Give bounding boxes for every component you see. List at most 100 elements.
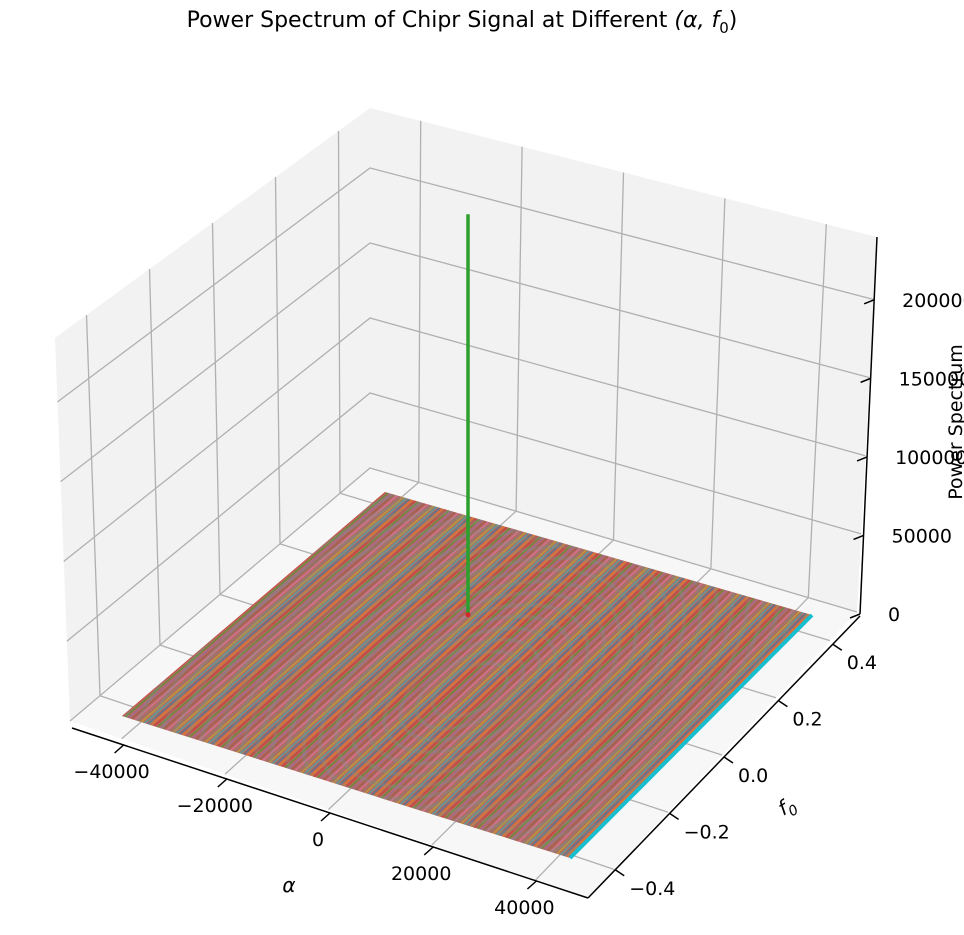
surface-stripe xyxy=(313,544,569,778)
surface-stripe xyxy=(284,536,542,769)
surface-stripe xyxy=(348,553,603,789)
surface-stripe xyxy=(134,494,398,721)
y-tick-mark xyxy=(669,812,680,821)
surface-stripe xyxy=(563,612,807,857)
surface-stripe xyxy=(271,532,529,765)
z-tick-mark xyxy=(849,613,861,619)
surface-stripe xyxy=(294,538,551,772)
surface-stripe xyxy=(550,609,795,853)
surface-stripe xyxy=(473,588,722,829)
surface-stripe xyxy=(499,595,746,837)
surface-stripe xyxy=(182,508,444,736)
surface-stripe xyxy=(246,525,505,757)
surface-stripe xyxy=(137,495,401,722)
x-tick-mark xyxy=(526,880,537,890)
surface-stripe xyxy=(419,573,670,811)
surface-stripe xyxy=(236,523,496,754)
surface-stripe xyxy=(508,597,755,840)
surface-stripe xyxy=(463,585,712,826)
x-axis-label: α xyxy=(282,873,295,897)
surface-edge-line xyxy=(568,613,814,860)
surface-stripe xyxy=(467,586,715,827)
surface-stripe xyxy=(447,581,697,821)
x-gridline xyxy=(612,172,625,541)
surface-stripe xyxy=(233,522,493,753)
surface-stripe xyxy=(163,502,426,730)
surface-stripe xyxy=(431,576,682,815)
surface-stripe xyxy=(390,565,642,802)
x-tick-label: −40000 xyxy=(73,761,149,783)
surface-stripe xyxy=(303,541,560,775)
surface-stripe xyxy=(441,579,691,819)
surface-fringe xyxy=(414,649,526,731)
surface-stripe xyxy=(319,545,575,780)
surface-stripe xyxy=(339,551,593,786)
chart-title: Power Spectrum of Chipr Signal at Differ… xyxy=(187,8,738,37)
surface-fringe xyxy=(382,626,558,754)
y-axis-ticks: −0.4 −0.2 0.0 0.2 0.4 xyxy=(614,643,877,900)
y-tick-mark xyxy=(723,756,734,764)
surface-stripe xyxy=(566,613,810,858)
surface-stripe xyxy=(329,548,584,783)
surface-stripe xyxy=(543,607,789,851)
surface-stripe xyxy=(505,596,752,839)
z-tick-label: 50000 xyxy=(892,525,952,547)
surface-stripe xyxy=(140,496,404,723)
surface-stripe xyxy=(179,507,441,735)
surface-fringe xyxy=(318,579,622,801)
x-tick-mark xyxy=(423,846,434,856)
surface-stripe xyxy=(131,494,395,720)
surface-stripe xyxy=(438,578,688,817)
x-tick-label: 0 xyxy=(312,829,324,851)
surface-stripe xyxy=(547,608,792,852)
y-tick-mark xyxy=(777,699,788,708)
surface-stripe xyxy=(435,577,685,816)
surface-stripe xyxy=(524,602,770,845)
y-axis-label: f0 xyxy=(774,792,802,824)
surface-stripe xyxy=(150,499,413,726)
z-gridline xyxy=(69,467,858,722)
surface-stripe xyxy=(383,563,636,800)
z-gridline xyxy=(57,167,874,403)
y-tick-label: 0.0 xyxy=(738,765,768,787)
x-tick-label: −20000 xyxy=(177,795,253,817)
surface-stripe xyxy=(483,590,731,832)
surface-fringe xyxy=(334,591,606,789)
surface-stripe xyxy=(159,501,423,729)
surface-stripe xyxy=(342,552,596,787)
surface-stripe xyxy=(428,575,679,814)
surface-stripe xyxy=(310,543,566,777)
surface-stripe xyxy=(169,504,432,732)
y-gridline xyxy=(211,222,221,595)
surface-stripe xyxy=(476,588,725,830)
surface-stripe xyxy=(230,521,490,752)
y-tick-label: 0.2 xyxy=(792,709,822,731)
surface-stripe xyxy=(492,593,740,835)
surface-stripe xyxy=(367,559,621,795)
surface-stripe xyxy=(198,512,459,741)
x-tick-mark xyxy=(320,812,331,822)
surface-stripe xyxy=(355,555,609,791)
surface-stripe xyxy=(351,554,606,790)
surface-stripe xyxy=(527,603,773,846)
surface-stripe xyxy=(451,581,700,822)
surface-stripe xyxy=(332,549,587,784)
surface-stripe xyxy=(489,592,737,834)
y-tick-mark xyxy=(614,869,625,877)
surface-stripe xyxy=(521,601,767,844)
surface-stripe xyxy=(239,523,499,755)
y-gridline xyxy=(337,130,341,494)
surface-stripe xyxy=(323,546,578,781)
surface-stripe xyxy=(265,530,523,763)
surface-stripe xyxy=(553,610,798,854)
surface-stripe xyxy=(268,531,526,764)
surface-stripe xyxy=(396,566,648,804)
surface-stripe xyxy=(495,594,743,836)
z-tick-label: 100000 xyxy=(895,447,964,469)
surface-stripe xyxy=(172,505,435,733)
x-gridline xyxy=(515,146,523,512)
surface-fringe xyxy=(366,614,574,766)
y-gridline xyxy=(85,314,101,696)
